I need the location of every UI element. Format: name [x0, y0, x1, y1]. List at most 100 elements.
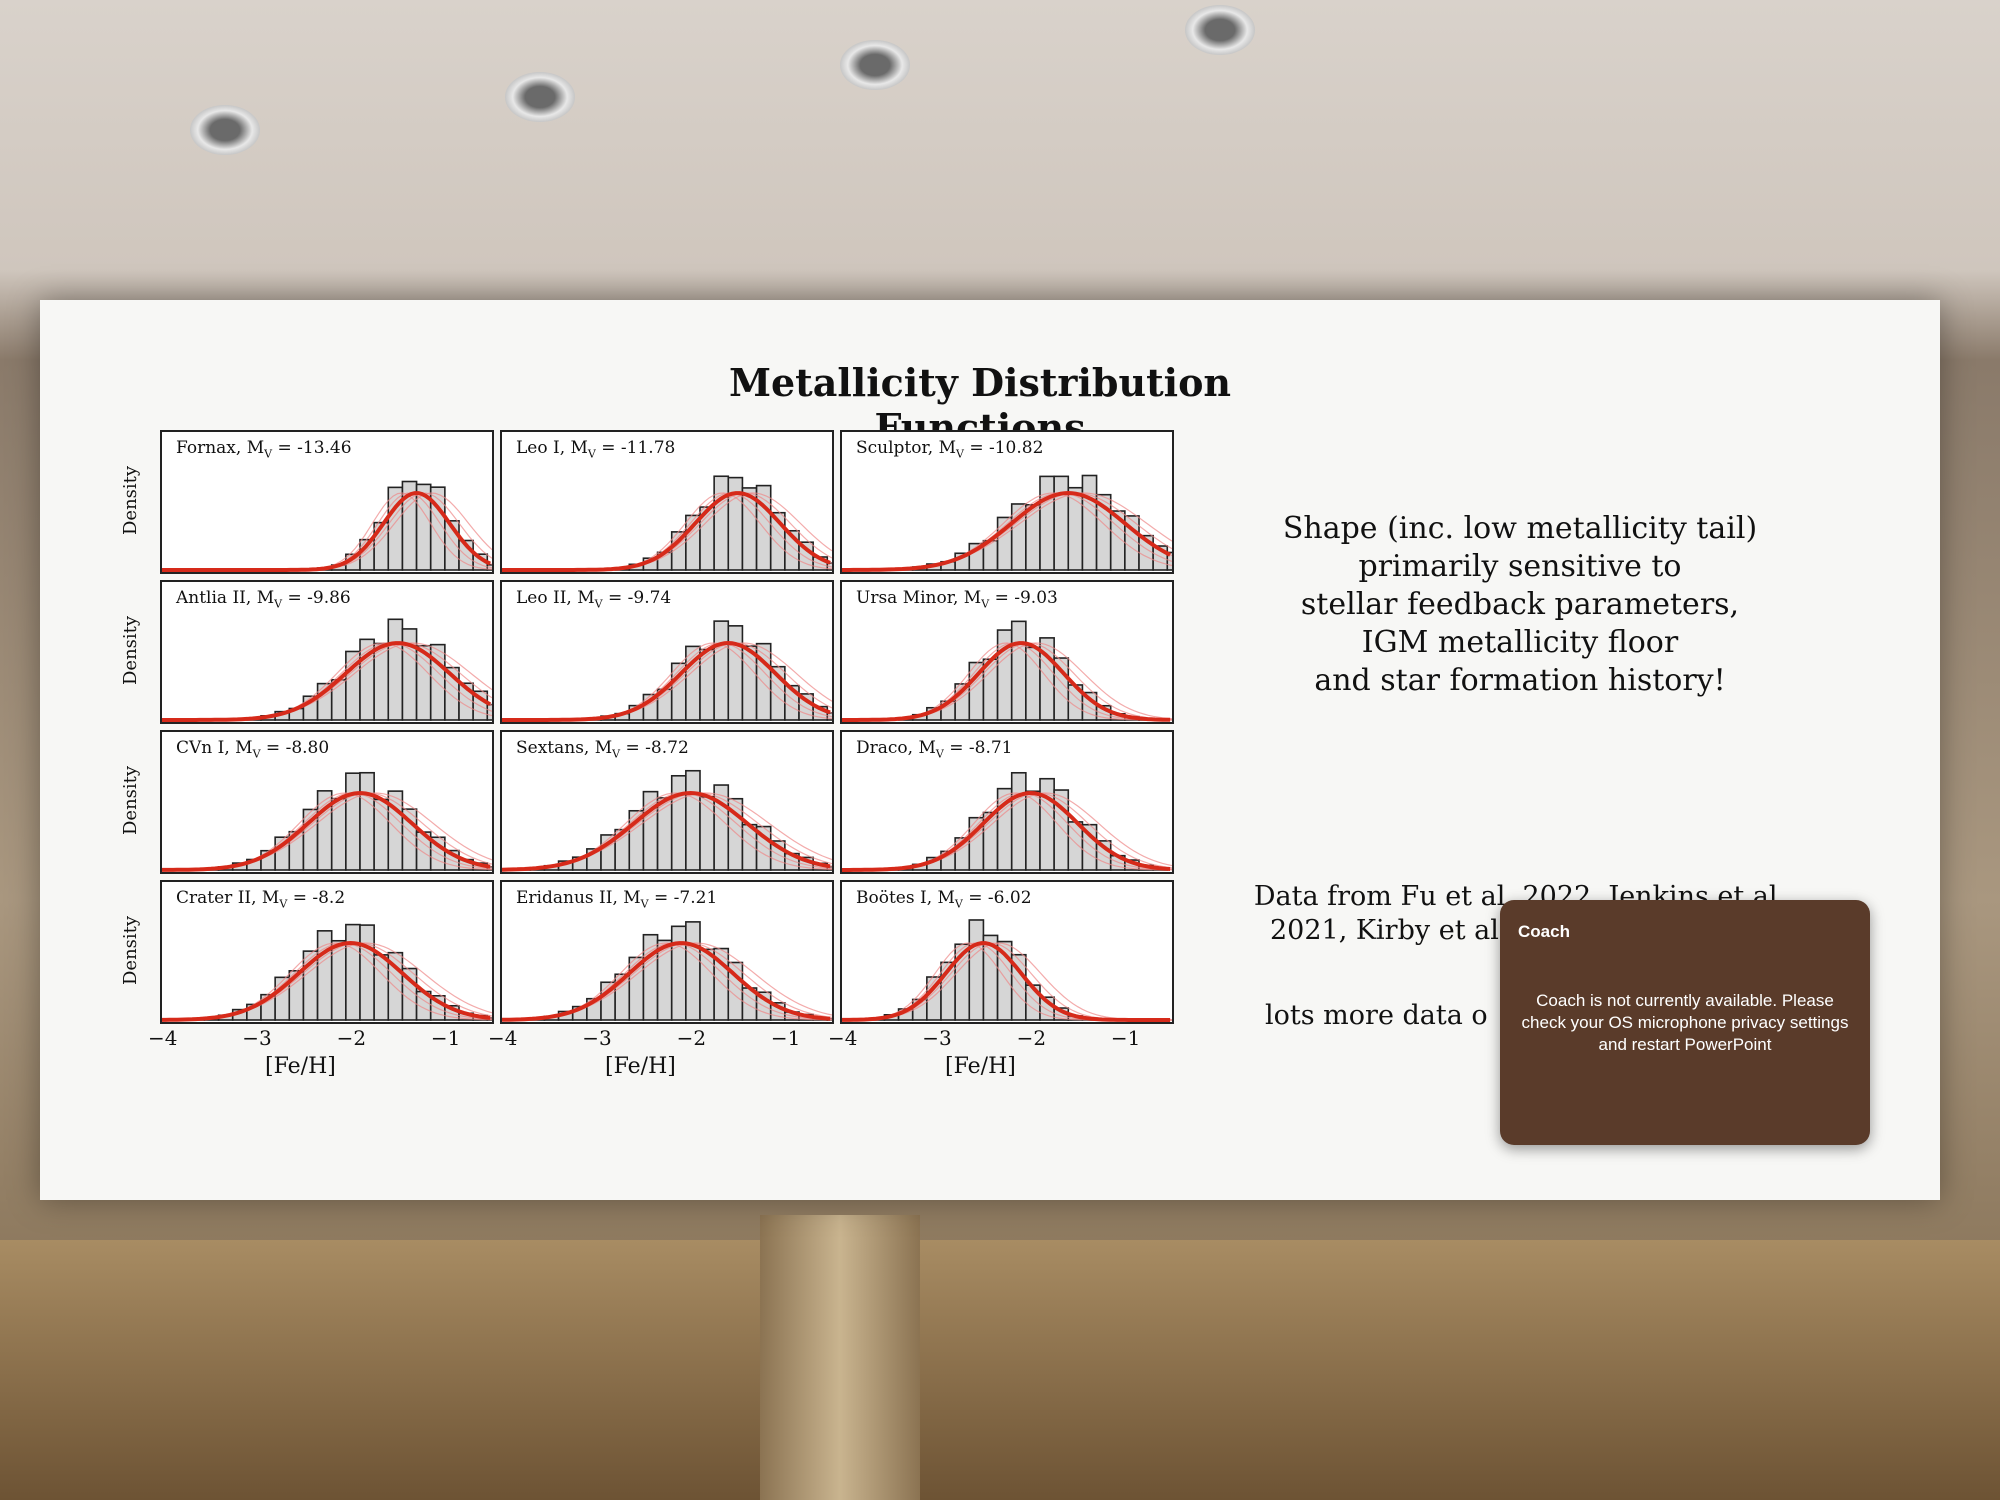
histogram-bar — [685, 921, 701, 1021]
y-axis-label: Density — [120, 465, 141, 535]
histogram-bar — [330, 939, 347, 1021]
x-tick-label: −1 — [1110, 1026, 1141, 1050]
histogram-bar — [373, 954, 390, 1021]
y-axis-label: Density — [120, 765, 141, 835]
mdf-plot — [502, 769, 832, 872]
panel-label: Ursa Minor, MV = -9.03 — [856, 588, 1058, 611]
ceiling-light — [1185, 5, 1255, 55]
mdf-panel: Eridanus II, MV = -7.21 — [500, 880, 834, 1024]
mdf-panel: Leo II, MV = -9.74 — [500, 580, 834, 724]
panel-label: Leo II, MV = -9.74 — [516, 588, 672, 611]
y-axis-label: Density — [120, 915, 141, 985]
histogram-bar — [699, 648, 715, 721]
panel-label: Crater II, MV = -8.2 — [176, 888, 346, 911]
x-axis-label: [Fe/H] — [605, 1054, 676, 1079]
ceiling-light — [840, 40, 910, 90]
side-text-line: Shape (inc. low metallicity tail) — [1282, 511, 1758, 546]
histogram-bar — [330, 797, 347, 871]
mean-fit-curve — [842, 941, 1171, 1022]
coach-popup[interactable]: Coach Coach is not currently available. … — [1500, 900, 1870, 1145]
histogram-bar — [345, 923, 361, 1021]
mdf-plot — [162, 923, 492, 1022]
mdf-plot — [842, 474, 1172, 572]
mdf-plot — [842, 620, 1172, 722]
mean-fit-curve — [162, 641, 492, 722]
x-tick-label: −2 — [1016, 1026, 1047, 1050]
mean-fit-curve — [842, 641, 1171, 722]
histogram-bar — [359, 924, 375, 1021]
mdf-panel: Draco, MV = -8.71 — [840, 730, 1174, 874]
more-data-text: lots more data o — [1265, 1000, 1488, 1031]
panel-label: Boötes I, MV = -6.02 — [856, 888, 1032, 911]
coach-message: Coach is not currently available. Please… — [1521, 991, 1849, 1054]
panel-label: Antlia II, MV = -9.86 — [176, 588, 351, 611]
x-tick-label: −2 — [676, 1026, 707, 1050]
y-axis-label: Density — [120, 615, 141, 685]
panel-label: CVn I, MV = -8.80 — [176, 738, 330, 761]
mean-fit-curve — [502, 640, 831, 722]
x-tick-label: −1 — [430, 1026, 461, 1050]
x-tick-label: −4 — [148, 1026, 178, 1050]
histogram-bar — [1166, 551, 1172, 571]
histogram-bar — [345, 772, 361, 871]
board-divider — [760, 1215, 920, 1500]
histogram-bar — [1010, 620, 1027, 721]
histogram-bar — [685, 769, 701, 871]
mdf-plot — [842, 771, 1172, 872]
mdf-panel: Boötes I, MV = -6.02 — [840, 880, 1174, 1024]
histogram-bar — [373, 642, 390, 721]
x-tick-label: −3 — [582, 1026, 612, 1050]
mean-fit-curve — [502, 941, 831, 1022]
mdf-plot — [502, 921, 832, 1022]
mdf-panel: Antlia II, MV = -9.86 — [160, 580, 494, 724]
histogram-bar — [1010, 771, 1027, 871]
mdf-plot — [502, 620, 832, 722]
ceiling-light — [190, 105, 260, 155]
slide-side-text: Shape (inc. low metallicity tail) primar… — [1240, 510, 1800, 700]
x-tick-label: −1 — [770, 1026, 801, 1050]
mean-fit-curve — [162, 491, 491, 572]
projected-slide: Metallicity Distribution Functions Forna… — [40, 300, 1940, 1200]
side-text-line: primarily sensitive to — [1358, 549, 1682, 584]
histogram-bar — [670, 774, 687, 871]
desk — [0, 1240, 2000, 1500]
mdf-panel: Fornax, MV = -13.46 — [160, 430, 494, 574]
mean-fit-curve — [842, 490, 1171, 572]
panel-label: Sextans, MV = -8.72 — [516, 738, 689, 761]
histogram-bar — [387, 618, 404, 721]
mdf-plot — [162, 480, 492, 572]
x-tick-label: −3 — [242, 1026, 272, 1050]
x-axis-label: [Fe/H] — [945, 1054, 1016, 1079]
mdf-panel: Sextans, MV = -8.72 — [500, 730, 834, 874]
panel-label: Sculptor, MV = -10.82 — [856, 438, 1044, 461]
panel-label: Leo I, MV = -11.78 — [516, 438, 676, 461]
x-tick-label: −4 — [828, 1026, 858, 1050]
panel-label: Eridanus II, MV = -7.21 — [516, 888, 718, 911]
mdf-panel: Leo I, MV = -11.78 — [500, 430, 834, 574]
mdf-plot — [162, 771, 492, 872]
mdf-plot — [502, 475, 832, 572]
panel-label: Fornax, MV = -13.46 — [176, 438, 352, 461]
mean-fit-curve — [162, 940, 491, 1022]
histogram-bar — [670, 925, 687, 1021]
mean-fit-curve — [842, 790, 1171, 872]
histogram-bar — [1039, 475, 1055, 571]
histogram-bar — [1053, 475, 1070, 571]
x-tick-label: −4 — [488, 1026, 518, 1050]
histogram-bar — [968, 919, 985, 1021]
panel-label: Draco, MV = -8.71 — [856, 738, 1013, 761]
mdf-panel: CVn I, MV = -8.80 — [160, 730, 494, 874]
mdf-plot — [162, 618, 492, 722]
mdf-plot — [842, 919, 1172, 1022]
mdf-panel: Sculptor, MV = -10.82 — [840, 430, 1174, 574]
histogram-bar — [1067, 821, 1084, 871]
histogram-bar — [713, 475, 730, 571]
histogram-bar — [1025, 646, 1041, 721]
side-text-line: IGM metallicity floor — [1361, 625, 1679, 660]
ceiling-light — [505, 72, 575, 122]
histogram-bar — [359, 771, 375, 871]
histogram-bar — [656, 797, 673, 871]
histogram-bar — [713, 784, 730, 871]
mdf-panel: Ursa Minor, MV = -9.03 — [840, 580, 1174, 724]
